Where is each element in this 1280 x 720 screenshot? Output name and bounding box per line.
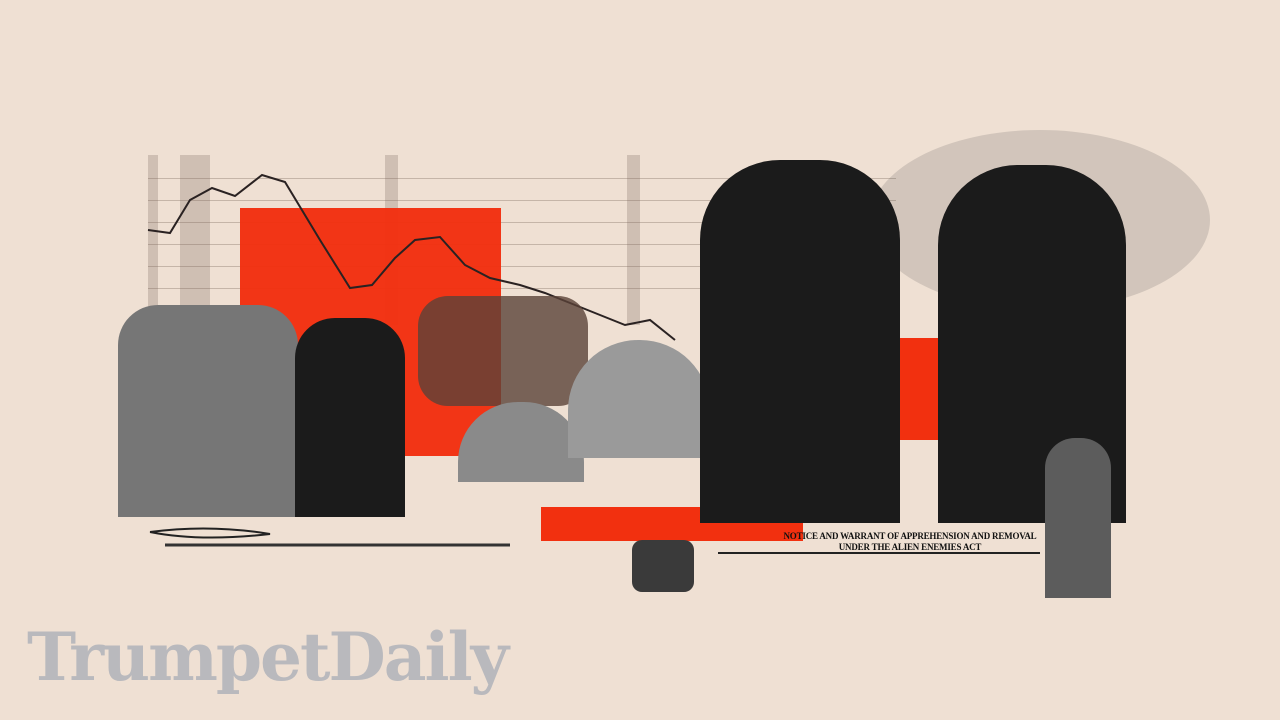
notice-line-1: NOTICE AND WARRANT OF APPREHENSION AND R… <box>783 531 1037 541</box>
trumpet-daily-logo: TrumpetDaily <box>27 618 509 696</box>
grid-line <box>148 244 896 245</box>
grid-bar <box>627 155 640 325</box>
grid-line <box>148 266 896 267</box>
walking-people-photo <box>632 540 694 592</box>
man-photo <box>1045 438 1111 598</box>
grid-bar <box>180 155 210 325</box>
protesters-photo <box>418 296 588 406</box>
police-officers-photo <box>118 305 298 517</box>
pen-scribble <box>149 527 271 539</box>
detained-man-photo <box>295 318 405 517</box>
graph-line <box>147 173 676 341</box>
tent-photo <box>568 340 710 458</box>
grid-bar <box>148 155 158 325</box>
warrant-notice-text: NOTICE AND WARRANT OF APPREHENSION AND R… <box>760 531 1060 553</box>
grid-line <box>148 288 896 289</box>
trump-photo <box>700 160 900 523</box>
grid-line <box>148 178 896 179</box>
notice-line-2: UNDER THE ALIEN ENEMIES ACT <box>838 542 982 552</box>
grid-line <box>148 200 896 201</box>
grid-line <box>148 222 896 223</box>
